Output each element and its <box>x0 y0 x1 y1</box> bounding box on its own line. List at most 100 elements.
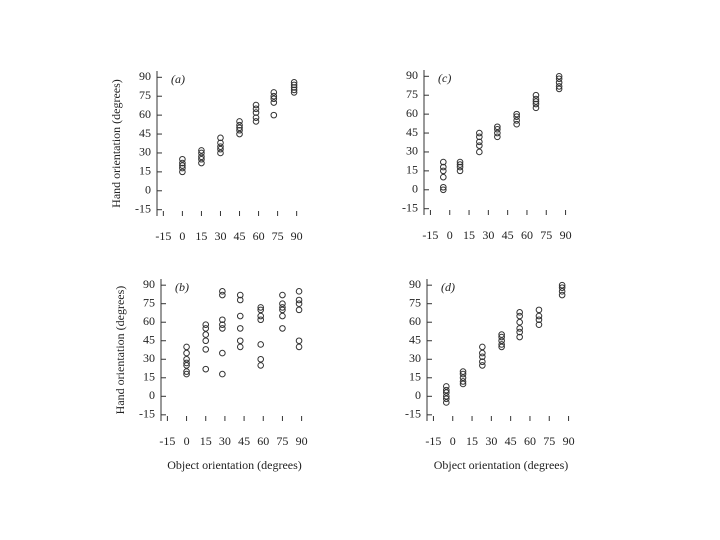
data-point <box>558 284 566 291</box>
data-point <box>198 149 205 157</box>
data-point <box>270 99 278 106</box>
y-tick-label: 75 <box>139 88 151 102</box>
data-point <box>236 291 244 299</box>
x-tick-label: 30 <box>219 434 231 448</box>
x-tick-label: 15 <box>195 229 207 243</box>
data-point <box>270 92 278 100</box>
data-point <box>513 110 520 118</box>
y-tick-label: 15 <box>143 370 155 384</box>
x-tick-label: 75 <box>276 434 288 448</box>
y-tick-label: -15 <box>135 201 151 215</box>
data-point <box>257 362 265 369</box>
data-point <box>535 316 543 324</box>
data-point <box>236 325 244 332</box>
data-point <box>456 167 464 175</box>
y-axis-title: Hand orientation (degrees) <box>113 286 127 415</box>
data-point <box>290 81 298 89</box>
data-point <box>236 126 243 134</box>
data-point <box>459 378 467 385</box>
data-point <box>202 346 210 353</box>
y-tick-label: 30 <box>143 351 155 365</box>
data-point <box>217 134 224 142</box>
data-point <box>513 113 520 120</box>
data-point <box>443 395 450 403</box>
y-tick-label: 15 <box>406 163 418 177</box>
data-point <box>236 337 244 345</box>
data-point <box>198 153 205 161</box>
y-tick-label: 90 <box>406 68 418 82</box>
y-tick-label: -15 <box>402 200 418 214</box>
data-point <box>219 316 226 324</box>
data-point <box>476 129 483 137</box>
data-point <box>295 343 303 351</box>
data-point <box>532 104 540 112</box>
x-tick-label: 30 <box>214 229 226 243</box>
x-tick-label: 60 <box>521 228 533 242</box>
y-tick-label: 30 <box>139 145 151 159</box>
data-point <box>198 159 205 167</box>
data-point <box>252 118 260 125</box>
y-tick-label: 90 <box>409 277 421 291</box>
x-tick-label: 90 <box>560 228 572 242</box>
x-tick-label: -15 <box>422 228 438 242</box>
data-point <box>516 328 523 336</box>
y-tick-label: 75 <box>143 295 155 309</box>
data-point <box>202 337 210 345</box>
data-point <box>295 300 303 307</box>
data-point <box>558 288 566 295</box>
data-point <box>198 155 205 163</box>
x-tick-label: 30 <box>485 434 497 448</box>
x-tick-label: 15 <box>463 228 475 242</box>
data-point <box>295 306 303 314</box>
data-point <box>219 325 226 332</box>
data-point <box>459 370 467 378</box>
panel-label: (b) <box>175 280 189 294</box>
data-point <box>290 89 298 96</box>
data-point <box>217 143 224 150</box>
data-point <box>219 288 226 295</box>
data-point <box>440 163 447 171</box>
data-point <box>494 123 501 131</box>
data-point <box>516 318 523 326</box>
x-axis-title: Object orientation (degrees) <box>434 458 569 472</box>
data-point <box>236 312 244 320</box>
x-tick-label: -15 <box>159 434 175 448</box>
x-tick-label: 45 <box>234 229 246 243</box>
y-tick-label: 0 <box>145 183 151 197</box>
data-point <box>236 118 243 125</box>
data-point <box>279 304 286 311</box>
data-point <box>516 333 523 341</box>
data-point <box>479 349 486 357</box>
y-tick-label: -15 <box>139 407 155 421</box>
x-tick-label: 75 <box>543 434 555 448</box>
data-point <box>252 114 260 121</box>
y-tick-label: 45 <box>139 126 151 140</box>
data-point <box>532 91 540 99</box>
data-point <box>252 109 260 116</box>
data-point <box>535 306 543 314</box>
data-point <box>217 149 224 157</box>
data-point <box>456 163 464 171</box>
panel-label: (a) <box>171 72 185 86</box>
y-tick-label: 15 <box>409 370 421 384</box>
data-point <box>236 130 243 138</box>
data-point <box>257 306 265 314</box>
x-tick-label: 0 <box>179 229 185 243</box>
data-point <box>279 300 286 307</box>
y-tick-label: 90 <box>143 277 155 291</box>
data-point <box>202 331 210 338</box>
data-point <box>516 309 523 316</box>
y-tick-label: 30 <box>406 144 418 158</box>
data-point <box>202 325 210 332</box>
y-tick-label: 75 <box>409 295 421 309</box>
data-point <box>532 95 540 103</box>
data-point <box>532 98 540 105</box>
data-point <box>498 333 505 341</box>
x-tick-label: 0 <box>450 434 456 448</box>
data-point <box>183 355 190 363</box>
data-point <box>555 79 563 86</box>
x-tick-label: 45 <box>505 434 517 448</box>
x-tick-label: 75 <box>272 229 284 243</box>
y-axis-title: Hand orientation (degrees) <box>109 79 123 208</box>
